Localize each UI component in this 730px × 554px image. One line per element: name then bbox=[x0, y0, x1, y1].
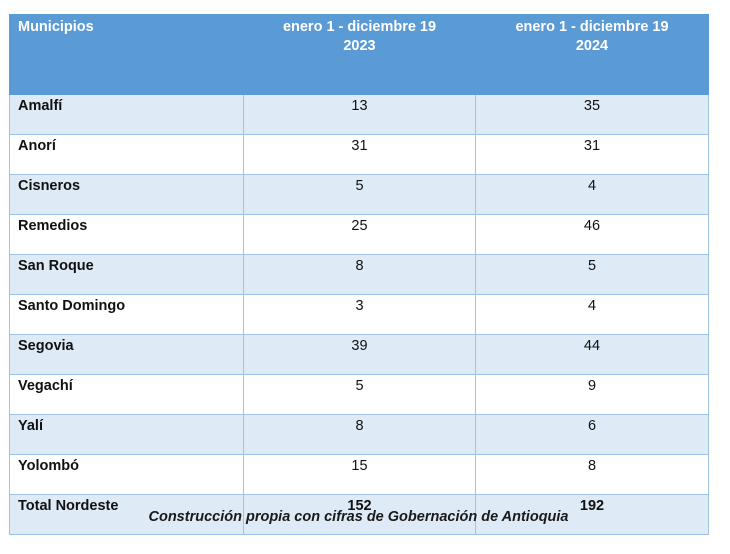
header-2023: enero 1 - diciembre 19 2023 bbox=[243, 14, 476, 95]
header-2023-line2: 2023 bbox=[343, 38, 376, 54]
municipio-name: Yolombó bbox=[9, 454, 244, 495]
value-2024: 46 bbox=[475, 214, 709, 255]
table-row: Remedios 25 46 bbox=[9, 214, 709, 255]
header-2023-line1: enero 1 - diciembre 19 bbox=[282, 19, 437, 35]
total-label: Total Nordeste bbox=[9, 494, 244, 535]
value-2024: 5 bbox=[475, 254, 709, 295]
municipios-table: Municipios enero 1 - diciembre 19 2023 e… bbox=[9, 14, 709, 535]
header-municipios: Municipios bbox=[9, 14, 244, 95]
value-2023: 39 bbox=[243, 334, 476, 375]
value-2024: 31 bbox=[475, 134, 709, 175]
municipio-name: Yalí bbox=[9, 414, 244, 455]
municipio-name: Segovia bbox=[9, 334, 244, 375]
municipio-name: San Roque bbox=[9, 254, 244, 295]
header-2024: enero 1 - diciembre 19 2024 bbox=[475, 14, 709, 95]
value-2024: 35 bbox=[475, 94, 709, 135]
value-2023: 5 bbox=[243, 174, 476, 215]
value-2024: 4 bbox=[475, 294, 709, 335]
value-2024: 44 bbox=[475, 334, 709, 375]
table-row: Yolombó 15 8 bbox=[9, 454, 709, 495]
value-2023: 3 bbox=[243, 294, 476, 335]
table-caption: Construcción propia con cifras de Gobern… bbox=[148, 509, 569, 525]
table-row: Segovia 39 44 bbox=[9, 334, 709, 375]
value-2024: 9 bbox=[475, 374, 709, 415]
header-2024-line2: 2024 bbox=[575, 38, 609, 54]
municipio-name: Anorí bbox=[9, 134, 244, 175]
value-2023: 31 bbox=[243, 134, 476, 175]
table-body: Amalfí 13 35 Anorí 31 31 Cisneros 5 4 Re… bbox=[9, 94, 709, 535]
total-2024: 192 bbox=[475, 494, 709, 535]
table-row: Amalfí 13 35 bbox=[9, 94, 709, 135]
value-2023: 8 bbox=[243, 254, 476, 295]
value-2023: 5 bbox=[243, 374, 476, 415]
total-row: Total Nordeste 152 192 bbox=[9, 494, 709, 535]
data-table-container: Municipios enero 1 - diciembre 19 2023 e… bbox=[9, 14, 709, 535]
municipio-name: Cisneros bbox=[9, 174, 244, 215]
table-row: Anorí 31 31 bbox=[9, 134, 709, 175]
table-row: San Roque 8 5 bbox=[9, 254, 709, 295]
value-2023: 25 bbox=[243, 214, 476, 255]
table-header: Municipios enero 1 - diciembre 19 2023 e… bbox=[9, 14, 709, 95]
value-2024: 4 bbox=[475, 174, 709, 215]
header-row: Municipios enero 1 - diciembre 19 2023 e… bbox=[9, 14, 709, 95]
header-2024-line1: enero 1 - diciembre 19 bbox=[515, 19, 669, 35]
table-row: Yalí 8 6 bbox=[9, 414, 709, 455]
value-2023: 13 bbox=[243, 94, 476, 135]
value-2023: 8 bbox=[243, 414, 476, 455]
municipio-name: Santo Domingo bbox=[9, 294, 244, 335]
table-row: Santo Domingo 3 4 bbox=[9, 294, 709, 335]
value-2024: 8 bbox=[475, 454, 709, 495]
municipio-name: Remedios bbox=[9, 214, 244, 255]
value-2023: 15 bbox=[243, 454, 476, 495]
municipio-name: Vegachí bbox=[9, 374, 244, 415]
value-2024: 6 bbox=[475, 414, 709, 455]
municipio-name: Amalfí bbox=[9, 94, 244, 135]
table-row: Vegachí 5 9 bbox=[9, 374, 709, 415]
table-row: Cisneros 5 4 bbox=[9, 174, 709, 215]
